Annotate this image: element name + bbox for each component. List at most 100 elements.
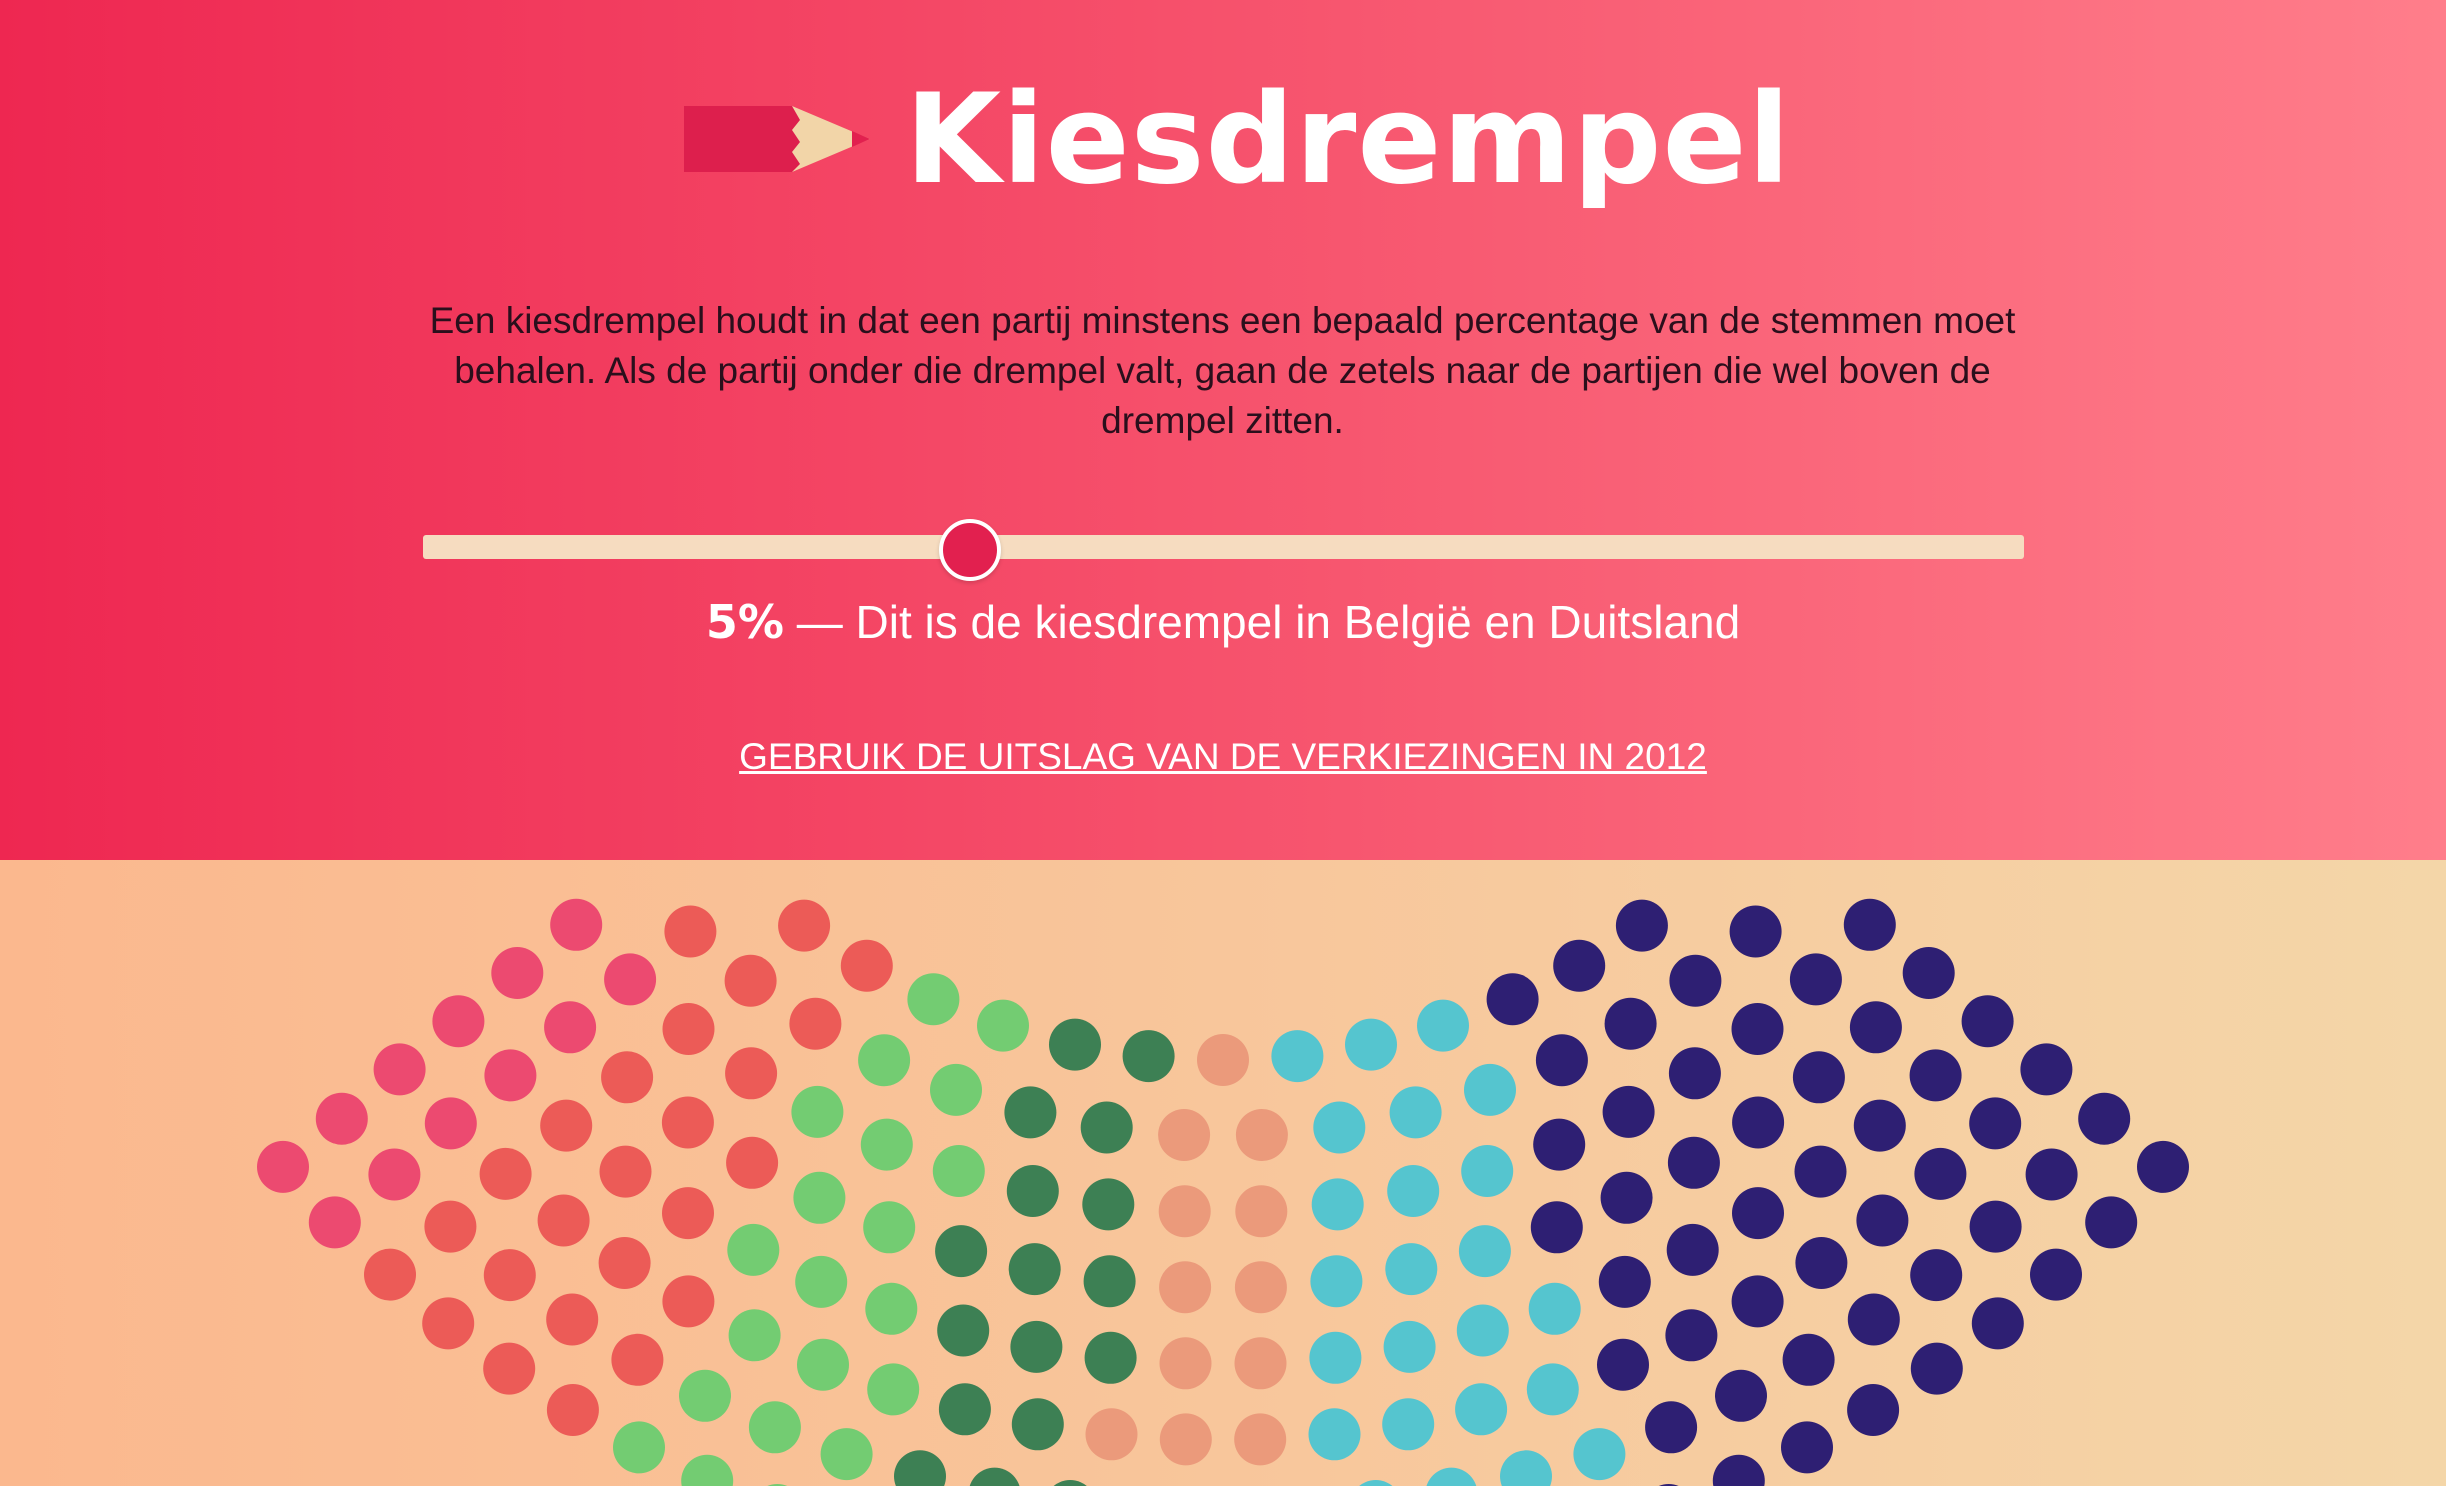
seat-coral bbox=[662, 1003, 715, 1055]
seat-peach bbox=[1235, 1185, 1288, 1238]
hero-section: Kiesdrempel Een kiesdrempel houdt in dat… bbox=[0, 0, 2446, 860]
seat-navy bbox=[1602, 1085, 1655, 1138]
seat-navy bbox=[1902, 947, 1955, 999]
seat-navy bbox=[1615, 899, 1668, 952]
seat-darkgreen bbox=[935, 1225, 988, 1278]
seat-green bbox=[863, 1201, 916, 1254]
seat-cyan bbox=[1573, 1428, 1626, 1481]
seat-pink bbox=[373, 1043, 426, 1096]
seat-coral bbox=[725, 1047, 778, 1100]
seat-chart bbox=[257, 898, 2189, 1486]
seat-green bbox=[681, 1454, 734, 1486]
seat-navy bbox=[1732, 1187, 1784, 1240]
seat-coral bbox=[537, 1194, 590, 1247]
seat-green bbox=[795, 1255, 848, 1308]
seat-pink bbox=[491, 947, 544, 999]
seat-green bbox=[860, 1118, 913, 1171]
seat-darkgreen bbox=[1049, 1018, 1101, 1071]
seat-navy bbox=[1795, 1237, 1848, 1289]
seat-coral bbox=[546, 1293, 599, 1346]
seat-pink bbox=[424, 1097, 477, 1150]
seat-cyan bbox=[1417, 999, 1469, 1052]
seat-green bbox=[907, 973, 960, 1026]
seat-navy bbox=[1969, 1200, 2022, 1253]
seat-green bbox=[867, 1363, 920, 1416]
seat-navy bbox=[1666, 1223, 1719, 1276]
seat-navy bbox=[1530, 1201, 1583, 1254]
seat-coral bbox=[540, 1099, 593, 1152]
seat-navy bbox=[2025, 1148, 2078, 1201]
seat-peach bbox=[1197, 1034, 1249, 1086]
seat-cyan bbox=[1310, 1255, 1363, 1308]
seat-green bbox=[930, 1063, 982, 1116]
seat-coral bbox=[611, 1333, 664, 1386]
seat-cyan bbox=[1455, 1383, 1508, 1436]
seat-cyan bbox=[1309, 1331, 1362, 1384]
threshold-value: 5% bbox=[705, 595, 784, 649]
seat-navy bbox=[2078, 1092, 2131, 1145]
seat-navy bbox=[1535, 1034, 1588, 1087]
seat-navy bbox=[1969, 1097, 2022, 1150]
seat-coral bbox=[483, 1249, 536, 1302]
seat-darkgreen bbox=[1010, 1320, 1063, 1373]
seat-coral bbox=[789, 997, 842, 1050]
seat-cyan bbox=[1500, 1450, 1552, 1486]
seat-peach bbox=[1085, 1408, 1138, 1461]
seat-peach bbox=[1159, 1337, 1212, 1390]
seat-cyan bbox=[1461, 1145, 1514, 1197]
seat-cyan bbox=[1382, 1398, 1435, 1451]
seat-navy bbox=[2030, 1248, 2082, 1301]
seat-navy bbox=[1910, 1342, 1963, 1395]
seat-coral bbox=[598, 1237, 651, 1289]
seat-pink bbox=[315, 1092, 368, 1145]
threshold-slider-track[interactable] bbox=[423, 535, 2024, 559]
seat-coral bbox=[546, 1384, 599, 1436]
seat-cyan bbox=[1426, 1467, 1477, 1486]
title-row: Kiesdrempel bbox=[0, 70, 2446, 210]
seat-navy bbox=[1533, 1118, 1586, 1171]
seat-navy bbox=[2085, 1196, 2138, 1249]
seat-darkgreen bbox=[1083, 1255, 1136, 1308]
seat-green bbox=[797, 1338, 849, 1391]
seat-green bbox=[932, 1145, 985, 1197]
seat-cyan bbox=[1359, 1480, 1393, 1486]
seat-pink bbox=[308, 1196, 361, 1249]
seat-coral bbox=[479, 1147, 532, 1200]
threshold-slider-handle[interactable] bbox=[939, 519, 1001, 581]
pencil-icon bbox=[684, 106, 870, 172]
seat-coral bbox=[599, 1145, 652, 1198]
election-link-row: GEBRUIK DE UITSLAG VAN DE VERKIEZINGEN I… bbox=[0, 732, 2446, 782]
seat-darkgreen bbox=[1080, 1101, 1133, 1154]
seat-peach bbox=[1159, 1413, 1212, 1466]
seat-navy bbox=[1856, 1194, 1909, 1247]
seat-green bbox=[613, 1421, 665, 1474]
seat-cyan bbox=[1526, 1363, 1579, 1416]
seat-pink bbox=[550, 898, 603, 951]
page-title: Kiesdrempel bbox=[905, 68, 1792, 212]
use-2012-results-link[interactable]: GEBRUIK DE UITSLAG VAN DE VERKIEZINGEN I… bbox=[739, 736, 1707, 777]
intro-text: Een kiesdrempel houdt in dat een partij … bbox=[429, 300, 2016, 441]
seat-green bbox=[728, 1309, 781, 1362]
seat-coral bbox=[601, 1051, 654, 1104]
seat-navy bbox=[1645, 1401, 1698, 1454]
seat-cyan bbox=[1345, 1018, 1397, 1071]
seat-peach bbox=[1234, 1413, 1287, 1466]
seat-pink bbox=[368, 1148, 421, 1201]
seat-cyan bbox=[1313, 1101, 1366, 1154]
seat-darkgreen bbox=[894, 1450, 946, 1486]
seat-peach bbox=[1234, 1261, 1287, 1314]
seat-darkgreen bbox=[1122, 1030, 1175, 1083]
seat-darkgreen bbox=[938, 1383, 991, 1436]
seat-navy bbox=[1843, 898, 1896, 951]
seat-darkgreen bbox=[1006, 1165, 1059, 1217]
seat-peach bbox=[1234, 1337, 1287, 1390]
seat-navy bbox=[1847, 1293, 1900, 1346]
seat-cyan bbox=[1383, 1320, 1436, 1373]
seat-navy bbox=[2020, 1043, 2073, 1096]
seat-darkgreen bbox=[1004, 1086, 1057, 1139]
seat-darkgreen bbox=[1082, 1178, 1135, 1231]
seat-navy bbox=[1665, 1309, 1718, 1362]
seat-pink bbox=[432, 995, 485, 1048]
seat-navy bbox=[1849, 1001, 1902, 1054]
seat-coral bbox=[662, 1187, 714, 1240]
